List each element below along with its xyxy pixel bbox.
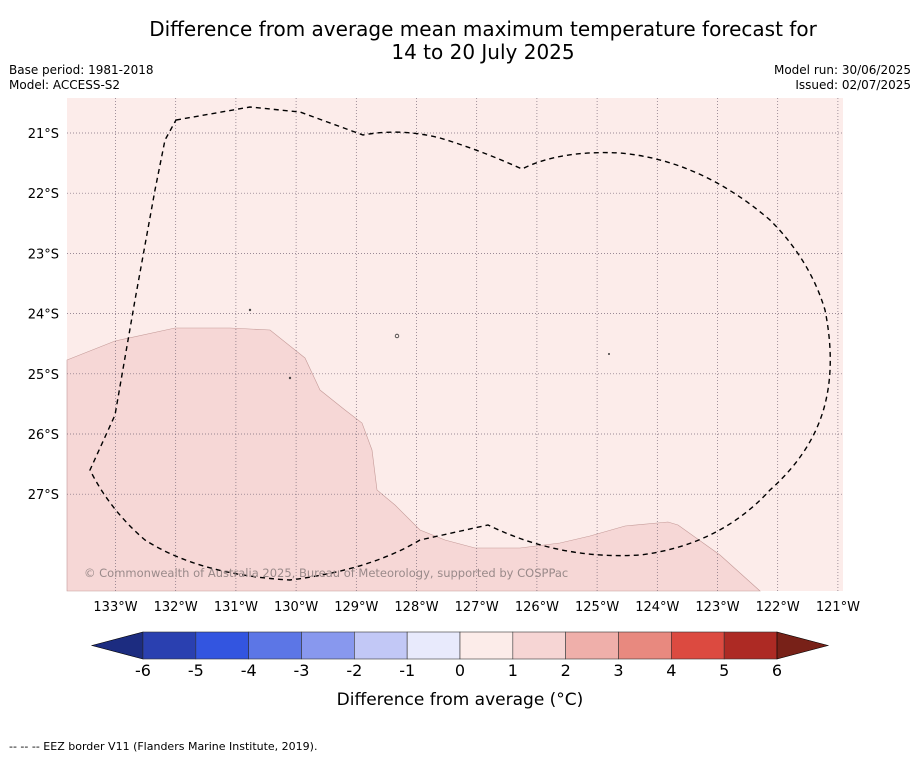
metadata-left: Base period: 1981-2018 Model: ACCESS-S2 [9, 63, 154, 93]
longitude-label: 121°W [816, 600, 860, 615]
colorbar-tick-label: 6 [772, 661, 782, 680]
colorbar-tick-label: -2 [346, 661, 362, 680]
latitude-label: 27°S [28, 488, 59, 503]
colorbar-bin [301, 631, 355, 660]
longitude-label: 126°W [515, 600, 559, 615]
latitude-label: 21°S [28, 127, 59, 142]
latitude-label: 22°S [28, 187, 59, 202]
colorbar-bin [142, 631, 197, 660]
colorbar-bin [406, 631, 461, 660]
colorbar-bin [354, 631, 408, 660]
eez-border [89, 106, 831, 581]
copyright-notice: © Commonwealth of Australia 2025, Bureau… [84, 566, 568, 580]
metadata-right: Model run: 30/06/2025 Issued: 02/07/2025 [774, 63, 911, 93]
colorbar-bin [248, 631, 302, 660]
colorbar-extend-low [90, 631, 144, 660]
longitude-label: 125°W [575, 600, 619, 615]
forecast-map: © Commonwealth of Australia 2025, Bureau… [28, 98, 860, 710]
graticule [67, 98, 843, 591]
longitude-label: 127°W [455, 600, 499, 615]
colorbar-tick-label: 5 [719, 661, 729, 680]
colorbar-tick-label: -1 [399, 661, 415, 680]
latitude-label: 25°S [28, 368, 59, 383]
colorbar-bin [565, 631, 619, 660]
colorbar-ticks: -6 -5 -4 -3 -2 -1 0 1 2 3 4 5 6 [135, 661, 782, 680]
longitude-labels: 133°W 132°W 131°W 130°W 129°W 128°W 127°W 126°W… [93, 600, 860, 615]
colorbar-tick-label: -6 [135, 661, 151, 680]
model-name: Model: ACCESS-S2 [9, 78, 121, 92]
colorbar-tick-label: 3 [613, 661, 623, 680]
longitude-label: 132°W [154, 600, 198, 615]
colorbar-tick-label: 0 [455, 661, 465, 680]
eez-footnote: -- -- -- EEZ border V11 (Flanders Marine… [9, 740, 318, 753]
colorbar-tick-label: -4 [241, 661, 257, 680]
island-mark [248, 308, 252, 312]
longitude-label: 122°W [756, 600, 800, 615]
islands [248, 308, 611, 380]
longitude-label: 133°W [93, 600, 137, 615]
colorbar-bin [618, 631, 672, 660]
base-period: Base period: 1981-2018 [9, 63, 154, 77]
longitude-label: 123°W [695, 600, 739, 615]
map-title: Difference from average mean maximum tem… [0, 18, 919, 64]
colorbar-label: Difference from average (°C) [337, 690, 584, 710]
title-line-1: Difference from average mean maximum tem… [149, 17, 817, 41]
island-mark [608, 352, 611, 355]
colorbar-bin [671, 631, 725, 660]
colorbar-tick-label: -3 [294, 661, 310, 680]
latitude-label: 26°S [28, 428, 59, 443]
colorbar [90, 631, 830, 660]
island-mark [394, 333, 400, 339]
colorbar-extend-high [776, 631, 830, 660]
latitude-label: 23°S [28, 247, 59, 262]
colorbar-bin [195, 631, 249, 660]
title-line-2: 14 to 20 July 2025 [391, 40, 575, 64]
issued-date: Issued: 02/07/2025 [795, 78, 911, 92]
colorbar-tick-label: 2 [561, 661, 571, 680]
anomaly-region-1-to-2 [66, 327, 761, 592]
model-run: Model run: 30/06/2025 [773, 63, 911, 77]
colorbar-tick-label: -5 [188, 661, 204, 680]
colorbar-bin [512, 631, 566, 660]
longitude-label: 131°W [214, 600, 258, 615]
island-mark [288, 376, 292, 380]
latitude-labels: 21°S 22°S 23°S 24°S 25°S 26°S 27°S [28, 127, 59, 503]
colorbar-tick-label: 1 [508, 661, 518, 680]
colorbar-bin [459, 631, 514, 660]
longitude-label: 128°W [394, 600, 438, 615]
longitude-label: 124°W [635, 600, 679, 615]
colorbar-tick-label: 4 [666, 661, 676, 680]
latitude-label: 24°S [28, 308, 59, 323]
colorbar-bin [723, 631, 778, 660]
longitude-label: 130°W [274, 600, 318, 615]
longitude-label: 129°W [334, 600, 378, 615]
